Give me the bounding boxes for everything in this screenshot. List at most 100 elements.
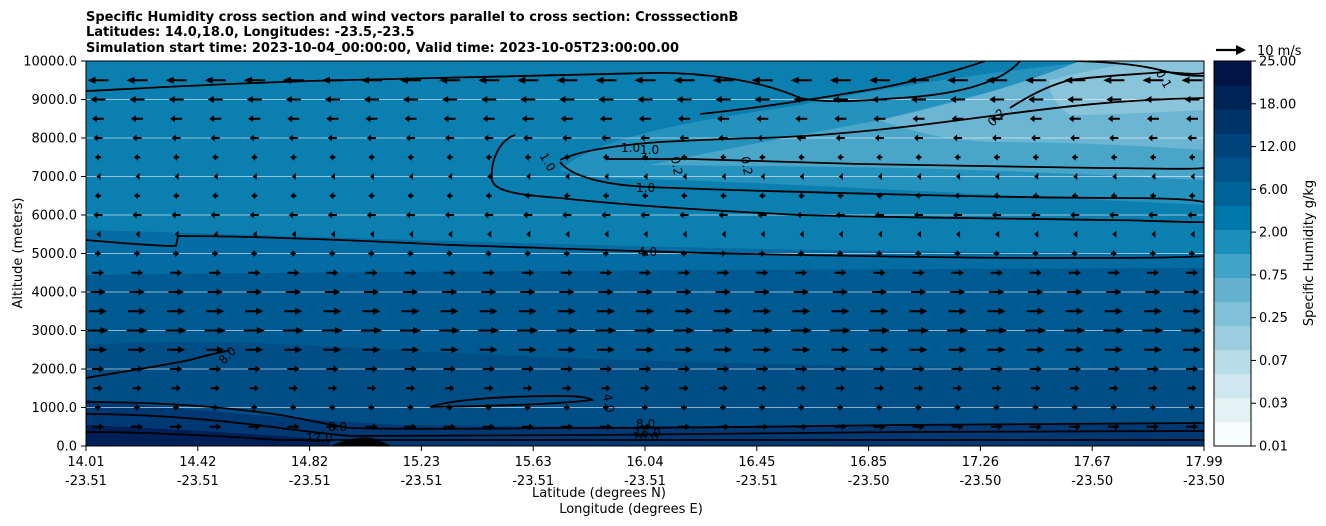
wind-arrow (409, 173, 414, 180)
wind-arrow (92, 365, 104, 373)
wind-arrow (678, 115, 691, 123)
wind-arrow (829, 76, 851, 84)
colorbar-segment (1214, 133, 1251, 158)
wind-arrow (796, 211, 806, 219)
wind-arrow (873, 365, 886, 373)
chart-title-line-1: Specific Humidity cross section and wind… (86, 10, 738, 25)
wind-arrow (1146, 423, 1159, 431)
wind-arrow (521, 269, 534, 277)
wind-arrow (954, 192, 961, 200)
wind-arrow (291, 173, 296, 180)
wind-arrow (1149, 404, 1156, 411)
wind-arrow (871, 96, 887, 103)
wind-arrow (93, 134, 103, 142)
wind-arrow (213, 173, 218, 180)
wind-arrow (445, 384, 455, 392)
wind-arrow (874, 211, 884, 219)
colorbar-tick-label: 2.00 (1259, 226, 1288, 241)
wind-arrow (1107, 365, 1120, 373)
wind-arrow (403, 96, 419, 103)
wind-arrow (487, 173, 492, 180)
x-tick-label-lon: -23.51 (177, 474, 219, 489)
wind-arrow (134, 153, 141, 161)
wind-arrow (367, 384, 376, 392)
wind-arrow (251, 250, 258, 257)
wind-arrow (484, 134, 494, 142)
wind-arrow (640, 384, 650, 392)
wind-arrow (908, 327, 929, 334)
wind-arrow (599, 115, 612, 123)
contour-8-0-left (86, 349, 231, 379)
wind-arrow (443, 115, 456, 123)
wind-arrow (407, 404, 414, 411)
wind-arrow (90, 288, 106, 296)
x-tick-label-lon: -23.51 (736, 474, 778, 489)
wind-arrow (640, 211, 650, 219)
wind-arrow (876, 250, 883, 257)
wind-arrow (876, 153, 883, 161)
wind-arrow (212, 192, 219, 200)
wind-arrow (329, 250, 336, 257)
wind-arrow (562, 384, 572, 392)
wind-arrow (757, 134, 767, 142)
wind-arrow (678, 365, 691, 373)
wind-arrow (1025, 327, 1047, 334)
wind-arrow (754, 96, 770, 103)
wind-arrow (445, 134, 455, 142)
wind-arrow (1073, 230, 1078, 238)
wind-arrow (1184, 288, 1200, 296)
wind-arrow (1073, 173, 1078, 180)
wind-arrow (285, 288, 301, 296)
contour-1-0-loop (490, 134, 1204, 224)
wind-arrow (829, 327, 851, 334)
wind-arrow (1029, 269, 1042, 277)
wind-arrow (874, 384, 884, 392)
wind-arrow (1146, 269, 1159, 277)
wind-arrow (995, 173, 1000, 180)
y-tick-label: 1000.0 (32, 401, 78, 416)
wind-arrow (868, 76, 890, 84)
y-tick-label: 4000.0 (32, 286, 78, 301)
wind-arrow (915, 250, 922, 257)
colorbar-segment (1214, 373, 1251, 399)
wind-arrow (482, 365, 495, 373)
wind-arrow (209, 269, 222, 277)
wind-arrow (439, 76, 461, 84)
wind-arrow (1032, 192, 1039, 200)
wind-arrow (406, 211, 416, 219)
wind-arrow (243, 76, 265, 84)
wind-arrow (1025, 76, 1047, 84)
wind-arrow (209, 365, 222, 373)
wind-arrow (602, 192, 609, 200)
wind-arrow (912, 423, 925, 431)
wind-arrow (1189, 192, 1195, 200)
x-tick-label-lon: -23.51 (289, 474, 331, 489)
wind-arrow (485, 250, 492, 257)
wind-arrow (992, 384, 1002, 392)
wind-arrow (954, 404, 961, 411)
wind-arrow (126, 76, 148, 84)
y-axis: 0.0 1000.0 2000.0 3000.0 4000.0 5000.0 6000.0 7… (23, 55, 86, 455)
wind-arrow (206, 346, 225, 354)
wind-arrow (679, 211, 689, 219)
colorbar-tick-label: 6.00 (1259, 183, 1288, 198)
wind-arrow (675, 346, 694, 354)
wind-arrow (1032, 153, 1039, 161)
wind-arrow (790, 76, 812, 84)
wind-arrow (409, 230, 414, 238)
wind-arrow (87, 76, 109, 84)
wind-arrow (404, 423, 417, 431)
wind-arrow (642, 404, 648, 411)
wind-arrow (873, 115, 886, 123)
wind-arrow (832, 288, 848, 296)
wind-arrow (560, 115, 573, 123)
wind-arrow (917, 230, 921, 238)
wind-arrow (1184, 96, 1200, 103)
wind-arrow (248, 115, 261, 123)
wind-arrow (446, 153, 453, 161)
wind-arrow (1029, 115, 1042, 123)
wind-arrow (908, 76, 929, 84)
colorbar-tick-label: 18.00 (1259, 97, 1296, 112)
wind-arrow (639, 269, 651, 277)
wind-arrow (129, 96, 145, 103)
